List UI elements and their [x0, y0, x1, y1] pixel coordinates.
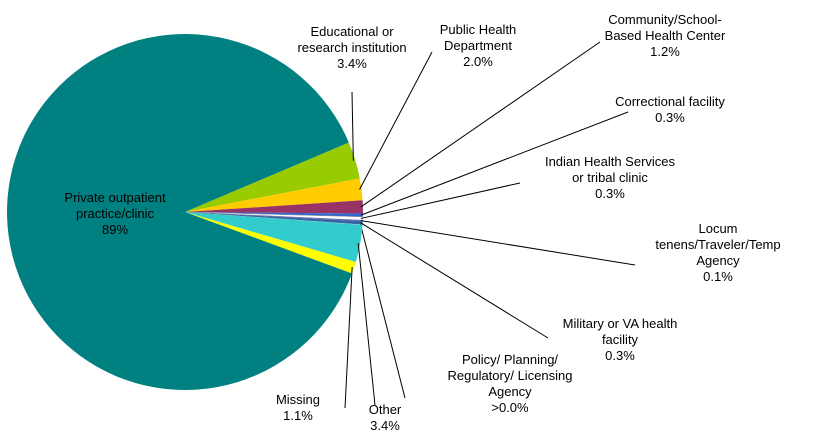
value-label: 1.1% — [283, 408, 313, 423]
label-line: Public Health — [440, 22, 517, 37]
category-label: Indian Health Services or tribal clinic — [545, 154, 676, 185]
category-label: Missing — [276, 392, 320, 407]
leader-line — [360, 220, 636, 266]
pie-slice — [185, 142, 360, 212]
label-line: Military or VA health — [563, 316, 678, 331]
label-line: facility — [602, 332, 639, 347]
value-label: 1.2% — [650, 44, 680, 59]
leader-line — [360, 224, 406, 399]
value-label: >0.0% — [491, 400, 529, 415]
value-label: 3.4% — [337, 56, 367, 71]
pie-slice — [185, 212, 363, 222]
category-label: Public Health Department — [440, 22, 517, 53]
leader-line — [360, 182, 521, 219]
value-label: 0.3% — [595, 186, 625, 201]
label-line: Agency — [696, 253, 740, 268]
pie-slice — [185, 212, 363, 226]
category-label: Policy/ Planning/Regulatory/ Licensing Ag… — [447, 352, 572, 399]
category-label: Educational or research institution — [297, 24, 406, 55]
category-label: Locum tenens/Traveler/Temp Agency — [655, 221, 780, 268]
label-line: practice/clinic — [76, 206, 155, 221]
category-label: Private outpatient practice/clinic — [64, 190, 166, 221]
label-line: Community/School- — [608, 12, 721, 27]
pie-slice — [185, 178, 363, 212]
label-line: Indian Health Services — [545, 154, 676, 169]
leader-line — [357, 243, 376, 406]
value-label: 0.1% — [703, 269, 733, 284]
label-line: or tribal clinic — [572, 170, 648, 185]
value-label: 0.3% — [605, 348, 635, 363]
category-label: Military or VA health facility — [563, 316, 678, 347]
pie-slice — [185, 212, 363, 262]
pie-slice — [185, 212, 363, 225]
label-line: Missing — [276, 392, 320, 407]
leader-line — [360, 41, 601, 208]
label-line: Other — [369, 402, 402, 417]
label-line: Locum — [698, 221, 737, 236]
label-line: tenens/Traveler/Temp — [655, 237, 780, 252]
leader-line — [359, 51, 433, 190]
label-line: Based Health Center — [605, 28, 726, 43]
pie-slice — [184, 211, 364, 221]
category-label: Community/School-Based Health Center — [605, 12, 726, 43]
label-line: Policy/ Planning/ — [462, 352, 558, 367]
value-label: 89% — [102, 222, 128, 237]
category-label: Other — [369, 402, 402, 417]
pie-slice — [185, 200, 363, 214]
label-line: research institution — [297, 40, 406, 55]
label-line: Department — [444, 38, 512, 53]
value-label: 0.3% — [655, 110, 685, 125]
category-label: Correctional facility — [615, 94, 725, 109]
label-line: Regulatory/ Licensing — [447, 368, 572, 383]
label-line: Correctional facility — [615, 94, 725, 109]
value-label: 3.4% — [370, 418, 400, 433]
label-line: Educational or — [310, 24, 394, 39]
label-line: Agency — [488, 384, 532, 399]
leader-line — [360, 111, 629, 216]
label-line: Private outpatient — [64, 190, 166, 205]
leader-line — [351, 91, 354, 161]
value-label: 2.0% — [463, 54, 493, 69]
pie-slice — [185, 212, 356, 274]
leader-line — [360, 222, 549, 339]
pie-slice — [7, 34, 353, 391]
leader-line — [344, 267, 353, 409]
